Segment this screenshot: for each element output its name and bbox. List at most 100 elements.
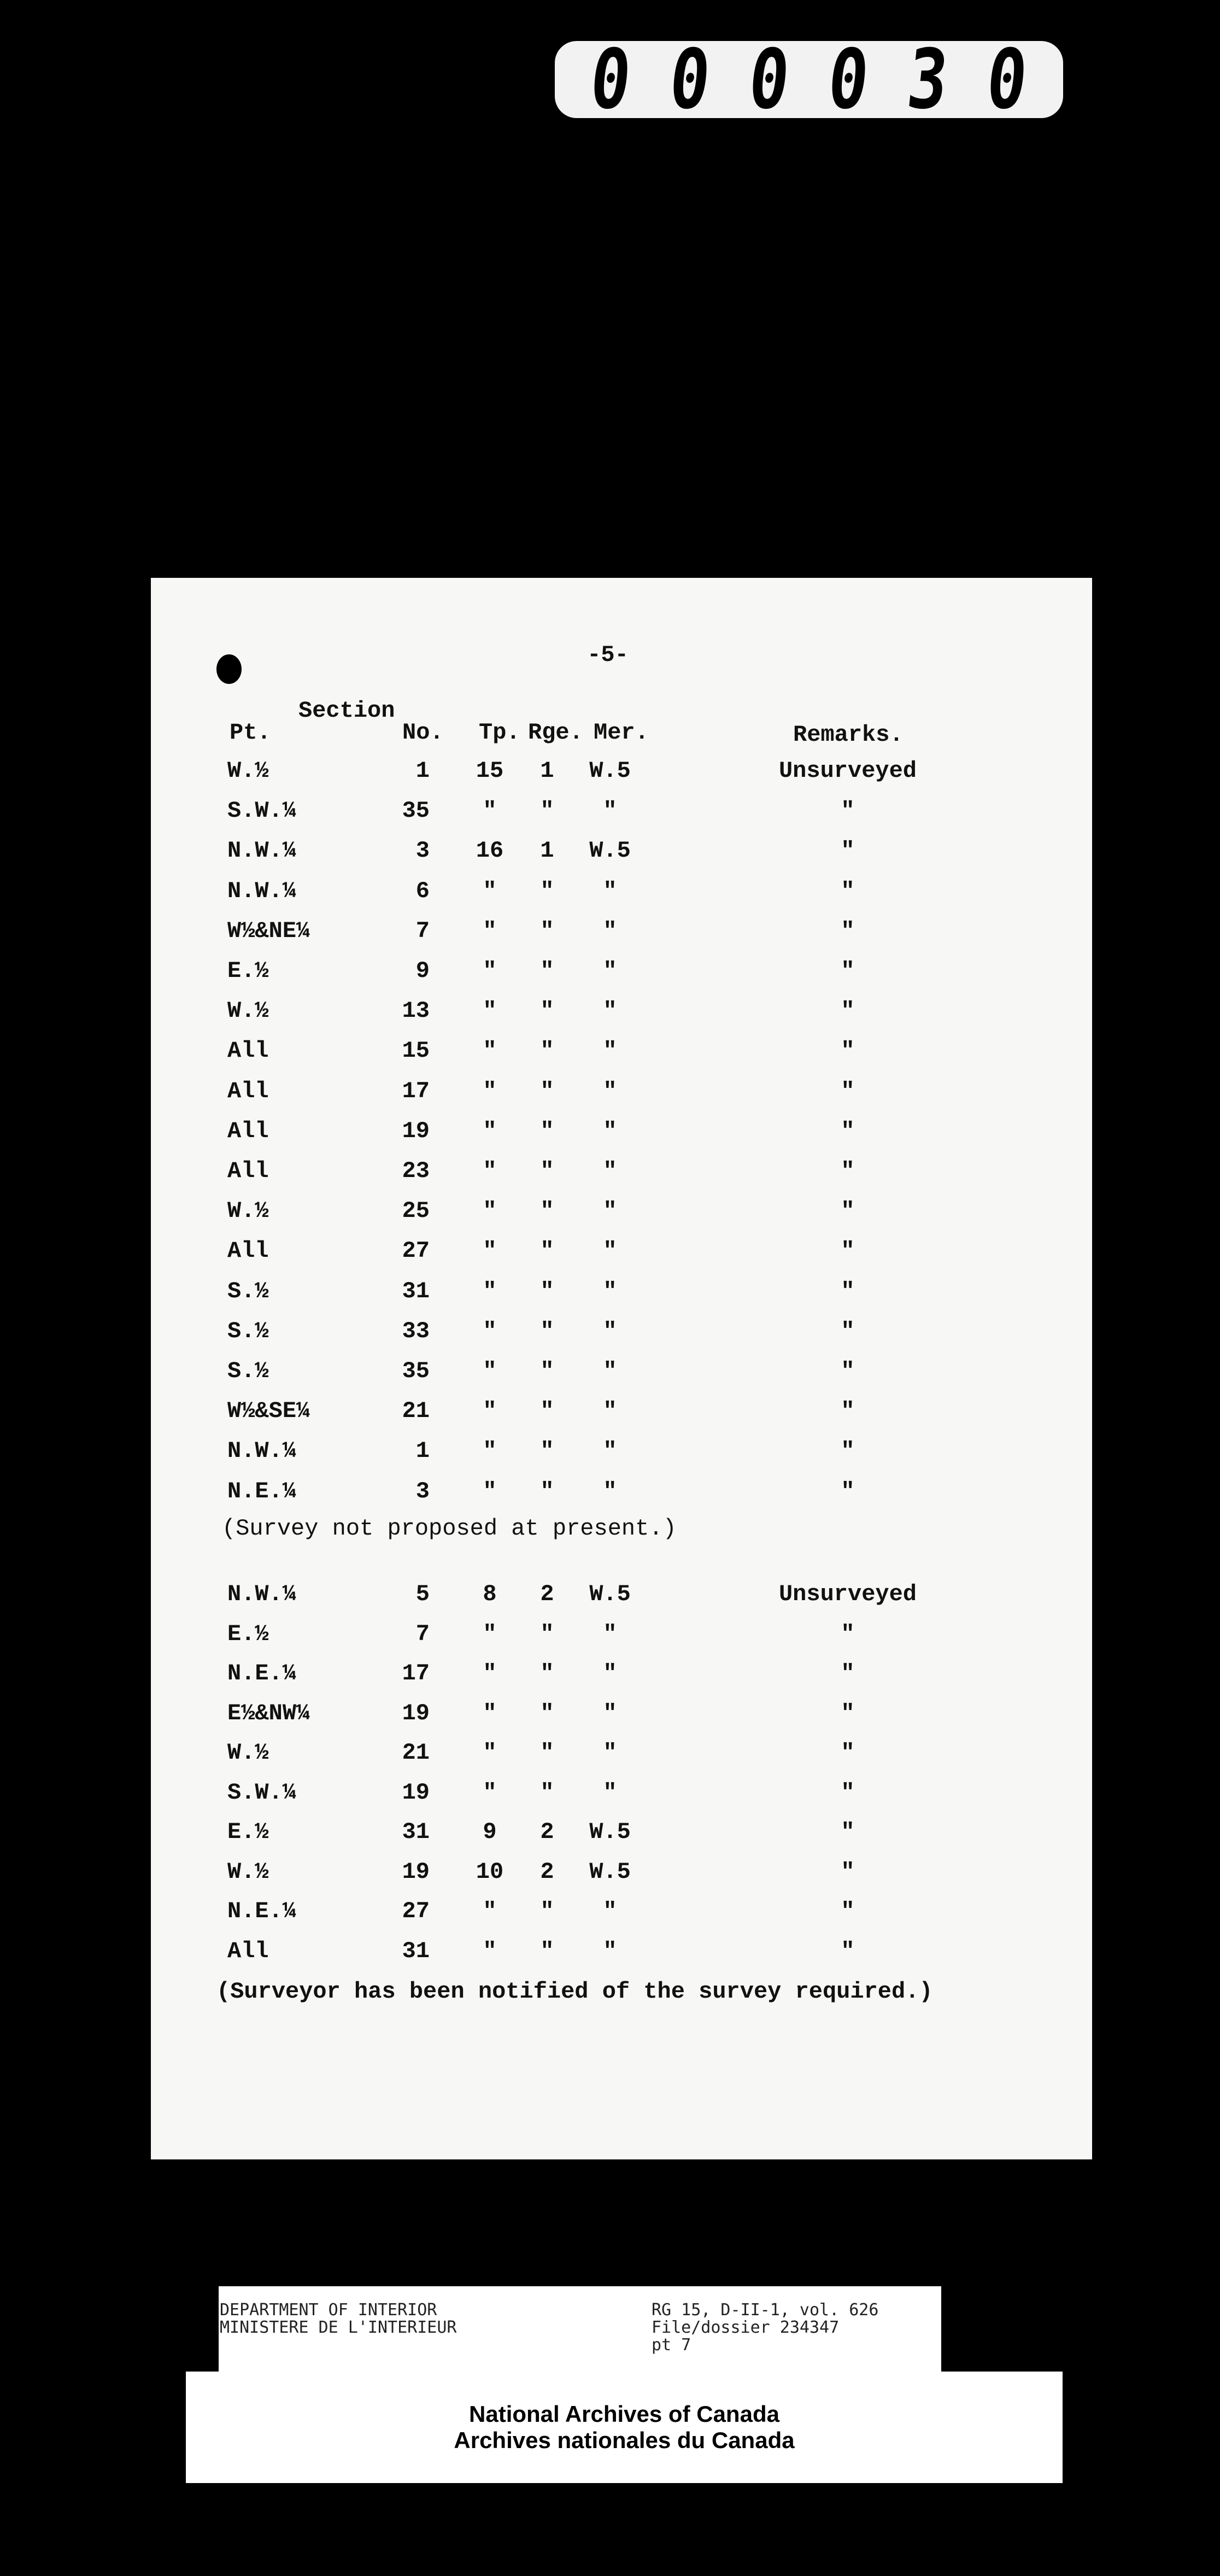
table-cell-remarks: " [841, 1078, 855, 1104]
table-cell-mer: " [603, 877, 617, 904]
punch-hole [216, 654, 242, 684]
table-cell-pt: N.E.¼ [227, 1478, 297, 1504]
table-cell-rge: " [540, 1358, 554, 1384]
table-cell-no: 13 [402, 998, 430, 1024]
table-cell-no: 25 [402, 1198, 430, 1225]
table-cell-pt: All [227, 1937, 269, 1964]
note-surveyor-notified: (Surveyor has been notified of the surve… [216, 1978, 933, 2005]
table-cell-remarks: " [841, 1700, 855, 1726]
department-en: DEPARTMENT OF INTERIOR [220, 2300, 437, 2320]
part-number: pt 7 [652, 2335, 691, 2355]
table-cell-tp: " [483, 1078, 497, 1104]
table-cell-no: 7 [415, 1620, 430, 1647]
table-cell-pt: E½&NW¼ [227, 1700, 310, 1726]
frame-digit: 0 [824, 32, 873, 127]
note-survey-not-proposed: (Survey not proposed at present.) [222, 1515, 677, 1542]
table-cell-pt: S.W.¼ [227, 798, 297, 824]
table-cell-pt: E.½ [227, 958, 269, 984]
table-cell-pt: N.W.¼ [227, 838, 297, 864]
table-cell-remarks: " [841, 917, 855, 944]
table-cell-rge: " [540, 1198, 554, 1225]
table-cell-pt: All [227, 1117, 269, 1144]
table-cell-rge: " [540, 1117, 554, 1144]
table-cell-no: 35 [402, 1358, 430, 1384]
table-cell-mer: " [603, 998, 617, 1024]
table-cell-rge: " [540, 1438, 554, 1465]
table-cell-mer: " [603, 1937, 617, 1964]
table-cell-remarks: " [841, 798, 855, 824]
table-cell-tp: " [483, 1779, 497, 1806]
table-cell-mer: " [603, 1117, 617, 1144]
table-cell-tp: " [483, 1660, 497, 1687]
table-cell-tp: " [483, 1438, 497, 1465]
table-cell-remarks: " [841, 1779, 855, 1806]
table-cell-rge: " [540, 1318, 554, 1344]
table-cell-pt: All [227, 1078, 269, 1104]
frame-digit: 0 [586, 32, 636, 127]
document-page: -5- Section Pt. No. Tp. Rge. Mer. Remark… [151, 578, 1092, 2159]
table-cell-mer: " [603, 1358, 617, 1384]
table-cell-mer: " [603, 958, 617, 984]
table-cell-tp: " [483, 1117, 497, 1144]
header-mer: Mer. [594, 719, 649, 746]
table-cell-tp: " [483, 1898, 497, 1924]
table-cell-mer: " [603, 1620, 617, 1647]
table-cell-tp: 8 [483, 1581, 497, 1607]
table-cell-rge: " [540, 798, 554, 824]
table-cell-remarks: " [841, 1198, 855, 1225]
table-cell-remarks: " [841, 877, 855, 904]
table-cell-remarks: " [841, 1620, 855, 1647]
table-cell-pt: W.½ [227, 998, 269, 1024]
table-cell-pt: W½&NE¼ [227, 917, 310, 944]
file-number: File/dossier 234347 [652, 2318, 840, 2337]
table-cell-no: 7 [415, 917, 430, 944]
table-cell-rge: 2 [540, 1819, 554, 1845]
table-cell-rge: " [540, 917, 554, 944]
table-cell-rge: " [540, 1898, 554, 1924]
table-cell-no: 31 [402, 1819, 430, 1845]
table-cell-no: 1 [415, 758, 430, 784]
header-tp: Tp. [479, 719, 520, 746]
table-cell-mer: " [603, 1318, 617, 1344]
table-cell-tp: " [483, 1238, 497, 1264]
table-cell-mer: " [603, 917, 617, 944]
table-cell-mer: W.5 [589, 758, 631, 784]
table-cell-rge: " [540, 1620, 554, 1647]
table-cell-tp: 9 [483, 1819, 497, 1845]
table-cell-remarks: " [841, 1318, 855, 1344]
table-cell-pt: N.E.¼ [227, 1898, 297, 1924]
table-cell-rge: 1 [540, 838, 554, 864]
table-cell-mer: " [603, 1238, 617, 1264]
table-cell-rge: " [540, 1038, 554, 1064]
table-cell-no: 31 [402, 1278, 430, 1304]
table-cell-no: 17 [402, 1078, 430, 1104]
table-cell-mer: " [603, 1660, 617, 1687]
table-cell-rge: " [540, 1398, 554, 1425]
table-cell-no: 31 [402, 1937, 430, 1964]
table-cell-tp: " [483, 877, 497, 904]
table-cell-pt: N.W.¼ [227, 877, 297, 904]
table-cell-tp: " [483, 917, 497, 944]
page-number: -5- [587, 642, 629, 668]
table-cell-remarks: Unsurveyed [778, 1581, 917, 1607]
table-cell-rge: 2 [540, 1858, 554, 1885]
table-cell-tp: " [483, 1158, 497, 1184]
table-cell-tp: " [483, 798, 497, 824]
table-cell-tp: " [483, 958, 497, 984]
table-cell-pt: All [227, 1038, 269, 1064]
table-cell-remarks: " [841, 1660, 855, 1687]
table-cell-no: 27 [402, 1238, 430, 1264]
table-cell-remarks: " [841, 1117, 855, 1144]
table-cell-pt: W.½ [227, 1858, 269, 1885]
table-cell-no: 3 [415, 1478, 430, 1504]
header-no: No. [402, 719, 444, 746]
table-cell-no: 21 [402, 1398, 430, 1425]
table-cell-remarks: " [841, 1478, 855, 1504]
table-cell-mer: W.5 [589, 1819, 631, 1845]
table-cell-mer: W.5 [589, 1858, 631, 1885]
table-cell-no: 19 [402, 1700, 430, 1726]
table-cell-remarks: " [841, 1937, 855, 1964]
table-cell-no: 35 [402, 798, 430, 824]
table-cell-tp: " [483, 998, 497, 1024]
